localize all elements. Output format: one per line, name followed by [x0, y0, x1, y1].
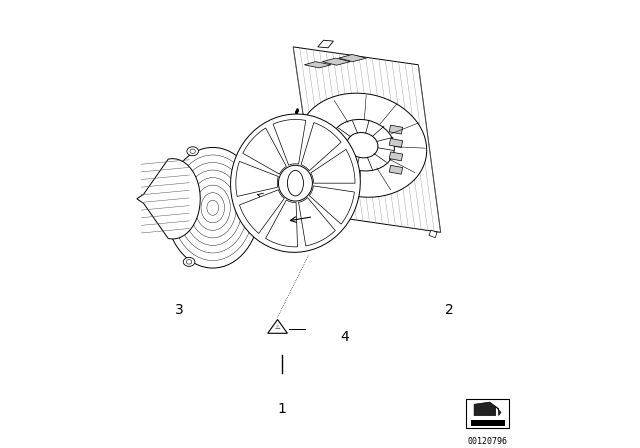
Ellipse shape	[330, 120, 394, 171]
Polygon shape	[322, 58, 350, 65]
Polygon shape	[268, 319, 287, 333]
Polygon shape	[273, 120, 306, 165]
Polygon shape	[137, 159, 200, 239]
Ellipse shape	[230, 114, 360, 252]
Polygon shape	[474, 402, 501, 415]
Ellipse shape	[278, 165, 312, 201]
Polygon shape	[389, 165, 403, 174]
Polygon shape	[311, 150, 355, 183]
Polygon shape	[429, 230, 437, 238]
Ellipse shape	[250, 173, 261, 182]
Polygon shape	[389, 152, 403, 161]
Polygon shape	[339, 55, 367, 62]
Text: 3: 3	[175, 303, 184, 318]
Ellipse shape	[253, 176, 258, 180]
Polygon shape	[299, 198, 335, 246]
Ellipse shape	[183, 258, 195, 267]
Polygon shape	[318, 40, 333, 48]
Bar	[470, 420, 504, 426]
Bar	[467, 399, 509, 428]
Polygon shape	[305, 62, 331, 68]
Text: 2: 2	[445, 303, 454, 318]
Ellipse shape	[287, 170, 303, 196]
Ellipse shape	[166, 147, 260, 268]
Ellipse shape	[187, 147, 198, 156]
Polygon shape	[389, 125, 403, 134]
Polygon shape	[243, 128, 286, 174]
Text: 00120796: 00120796	[468, 437, 508, 446]
Polygon shape	[301, 123, 341, 171]
Polygon shape	[239, 190, 284, 233]
Ellipse shape	[186, 260, 192, 264]
Polygon shape	[293, 47, 440, 233]
Polygon shape	[236, 161, 278, 196]
Ellipse shape	[298, 93, 427, 197]
Ellipse shape	[347, 133, 378, 158]
Text: ⚠: ⚠	[275, 325, 280, 330]
Polygon shape	[309, 186, 355, 224]
Text: 4: 4	[340, 330, 349, 345]
Polygon shape	[389, 138, 403, 147]
Ellipse shape	[190, 149, 195, 154]
Polygon shape	[266, 200, 298, 247]
Text: 1: 1	[278, 402, 287, 416]
